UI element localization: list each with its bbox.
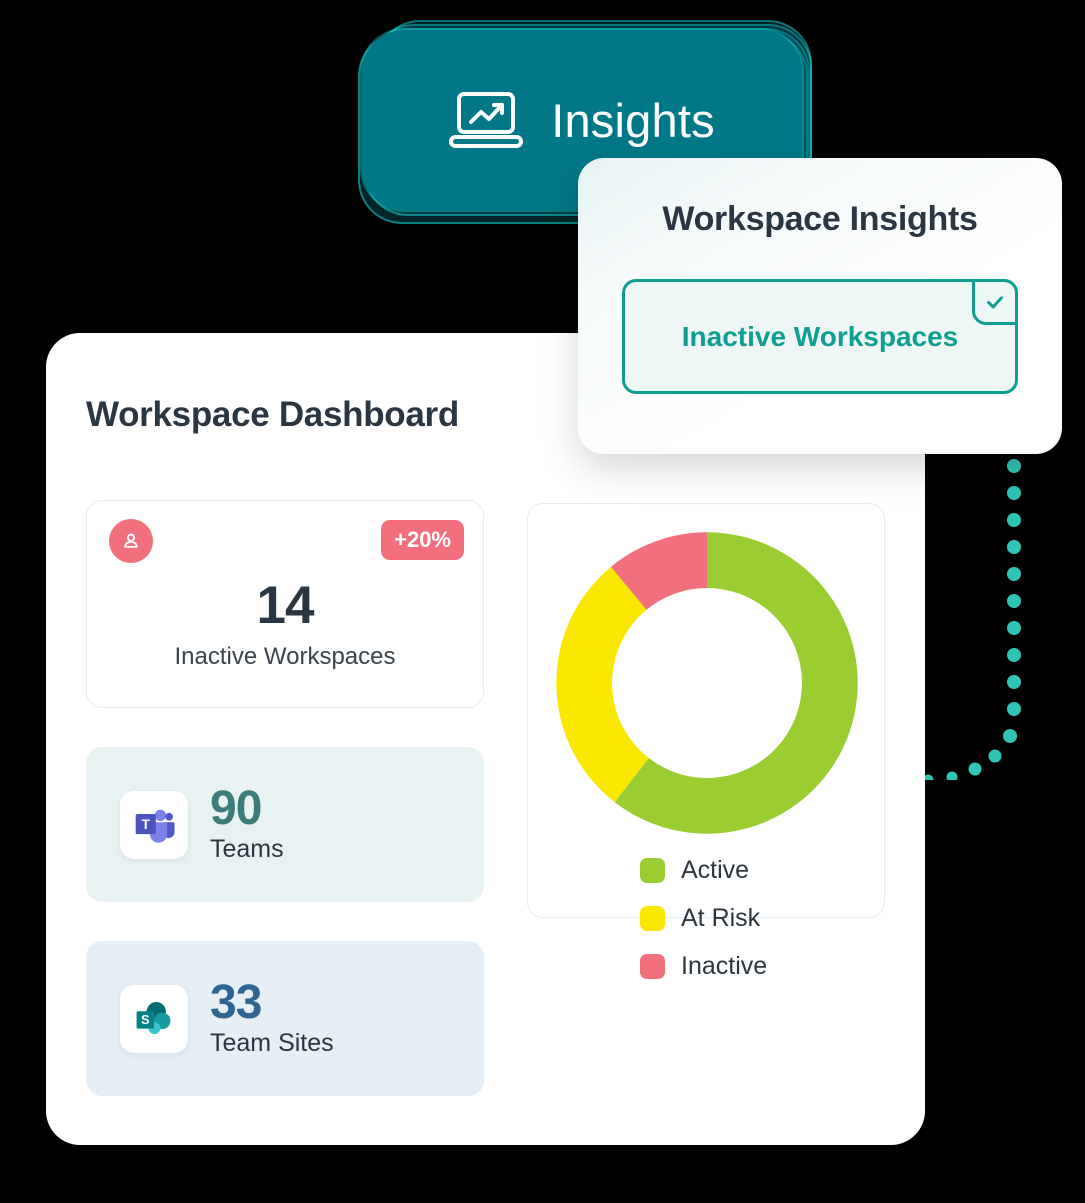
laptop-chart-icon — [449, 92, 524, 148]
stat-value: 14 — [256, 576, 315, 635]
inactive-workspaces-stat-card[interactable]: +20% 14 Inactive Workspaces — [86, 500, 484, 708]
legend-swatch-icon — [640, 858, 665, 883]
teams-text-group: 90 Teams — [210, 781, 284, 865]
team-sites-label: Team Sites — [210, 1029, 334, 1058]
page-title: Workspace Dashboard — [86, 395, 459, 434]
legend-item-at-risk[interactable]: At Risk — [640, 904, 767, 933]
microsoft-sharepoint-icon: S — [120, 984, 188, 1053]
donut-slice-active — [614, 532, 858, 834]
sharepoint-glyph: S — [136, 1001, 171, 1034]
option-label: Inactive Workspaces — [681, 320, 959, 352]
stat-label: Inactive Workspaces — [174, 643, 396, 670]
team-sites-count: 33 — [210, 975, 262, 1029]
team-sites-stat-card[interactable]: S 33 Team Sites — [86, 941, 484, 1096]
status-badge: +20% — [381, 520, 464, 560]
legend-item-inactive[interactable]: Inactive — [640, 952, 767, 981]
microsoft-teams-icon: T — [120, 790, 188, 859]
person-icon — [109, 519, 153, 563]
svg-text:S: S — [141, 1012, 150, 1027]
legend-label: Active — [681, 856, 750, 884]
workspace-insights-title: Workspace Insights — [662, 200, 978, 238]
legend-label: Inactive — [681, 952, 768, 980]
teams-stat-card[interactable]: T 90 Teams — [86, 747, 484, 902]
person-glyph — [124, 533, 138, 548]
legend-item-active[interactable]: Active — [640, 856, 767, 885]
teams-count: 90 — [210, 781, 262, 835]
workspace-dashboard-card: Workspace Dashboard +20% 14 Inactive Wor… — [46, 333, 925, 1145]
teams-glyph: T — [135, 809, 175, 843]
check-icon — [972, 279, 1018, 325]
option-inactive-workspaces[interactable]: Inactive Workspaces — [622, 279, 1018, 394]
workspace-status-donut-chart — [556, 532, 858, 834]
dashboard-left-column: +20% 14 Inactive Workspaces T — [86, 500, 484, 1096]
donut-slice-inactive — [610, 532, 707, 610]
donut-slice-at-risk — [556, 566, 649, 803]
dotted-path-decoration — [922, 459, 1021, 780]
insights-pill-label: Insights — [551, 93, 715, 147]
svg-text:T: T — [142, 817, 151, 832]
workspace-insights-card: Workspace Insights Inactive Workspaces — [578, 158, 1062, 454]
teams-label: Teams — [210, 835, 284, 864]
workspace-status-chart-card: Active At Risk Inactive — [527, 503, 885, 980]
team-sites-text-group: 33 Team Sites — [210, 975, 334, 1059]
legend-swatch-icon — [640, 906, 665, 931]
legend-swatch-icon — [640, 954, 665, 979]
chart-legend: Active At Risk Inactive — [640, 856, 767, 1000]
legend-label: At Risk — [681, 904, 761, 932]
check-glyph — [987, 296, 1003, 309]
